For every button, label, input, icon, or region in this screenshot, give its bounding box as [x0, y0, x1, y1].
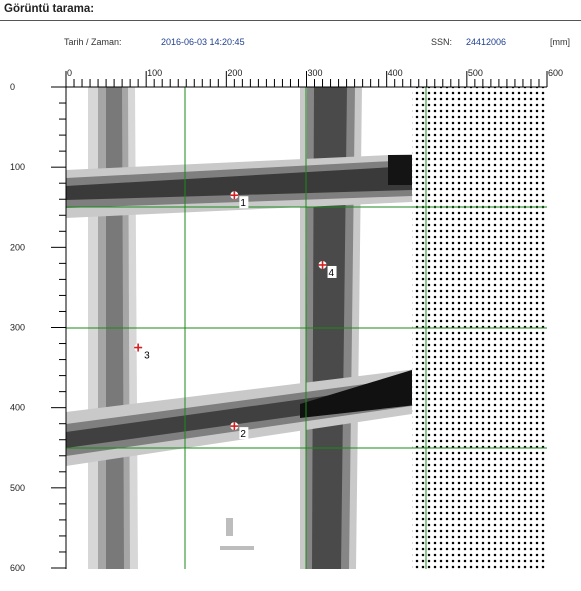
top-axis-tick-label: 500 — [468, 68, 483, 78]
left-axis-tick-label: 0 — [10, 82, 15, 92]
cross-grid-lines — [66, 87, 547, 569]
marker-label-bg — [143, 348, 153, 361]
left-axis-tick-label: 500 — [10, 483, 25, 493]
left-axis: 0 100 200 300 400 500 600 — [10, 82, 67, 573]
measurement-markers: 1 2 3 4 — [134, 191, 337, 440]
marker-number: 4 — [329, 268, 335, 279]
unit-label: [mm] — [550, 37, 570, 47]
section-title: Görüntü tarama: — [4, 3, 95, 15]
marker-number: 2 — [240, 429, 246, 440]
left-axis-tick-label: 200 — [10, 242, 25, 252]
top-axis-tick-label: 600 — [548, 68, 563, 78]
marker-label-bg — [327, 265, 337, 278]
top-axis-tick-label: 400 — [388, 68, 403, 78]
datetime-label: Tarih / Zaman: — [64, 37, 122, 47]
marker-number: 1 — [240, 198, 246, 209]
ssn-value: 24412006 — [466, 37, 507, 47]
left-axis-tick-label: 100 — [10, 162, 25, 172]
top-axis-tick-label: 200 — [227, 68, 242, 78]
marker-3: 3 — [134, 343, 153, 362]
top-axis-tick-label: 100 — [147, 68, 162, 78]
marker-2: 2 — [230, 422, 249, 440]
scan-plot-area — [66, 87, 547, 569]
left-axis-tick-label: 600 — [10, 563, 25, 573]
marker-4: 4 — [318, 260, 337, 279]
top-axis-tick-label: 300 — [308, 68, 323, 78]
marker-number: 3 — [144, 351, 150, 362]
title-divider — [0, 20, 581, 21]
left-axis-tick-label: 400 — [10, 403, 25, 413]
marker-label-bg — [239, 427, 249, 440]
left-axis-tick-label: 300 — [10, 323, 25, 333]
marker-1: 1 — [230, 191, 249, 209]
top-axis: 0 100 200 300 400 500 600 — [65, 68, 563, 88]
marker-label-bg — [239, 196, 249, 209]
top-axis-tick-label: 0 — [67, 68, 72, 78]
datetime-value: 2016-06-03 14:20:45 — [161, 37, 245, 47]
ssn-label: SSN: — [431, 37, 453, 47]
